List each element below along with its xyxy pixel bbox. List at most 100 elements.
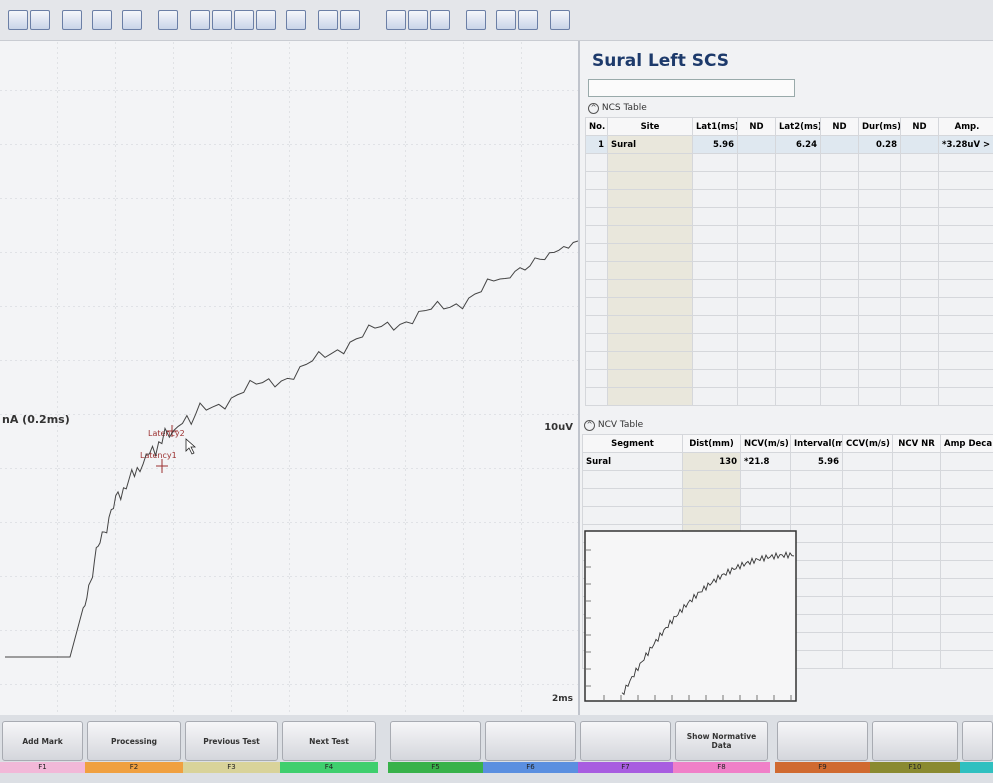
table-cell (585, 333, 608, 352)
toolbar-icon[interactable] (518, 10, 538, 30)
toolbar-icon[interactable] (286, 10, 306, 30)
table-cell (737, 351, 776, 370)
toolbar-icon[interactable] (386, 10, 406, 30)
table-cell (820, 243, 859, 262)
table-cell: 130 (682, 452, 741, 471)
table-cell (607, 297, 693, 316)
table-cell: Sural (607, 135, 693, 154)
table-cell (790, 524, 843, 543)
scale-label: nA (0.2ms) (2, 413, 70, 426)
table-cell (607, 225, 693, 244)
empty-row (585, 243, 993, 262)
table-row[interactable]: 1 Sural 5.96 6.24 0.28 *3.28uV > (585, 135, 993, 154)
table-cell (820, 225, 859, 244)
ncv-section-header[interactable]: ^ NCV Table (584, 420, 643, 431)
table-cell (692, 279, 738, 298)
table-cell (820, 387, 859, 406)
toolbar-icon[interactable] (408, 10, 428, 30)
function-button[interactable]: Previous Test (185, 721, 278, 761)
table-cell (858, 153, 901, 172)
table-cell (820, 171, 859, 190)
table-cell (858, 315, 901, 334)
table-cell (737, 387, 776, 406)
table-row[interactable]: Sural 130 *21.8 5.96 (582, 452, 993, 471)
empty-row (585, 171, 993, 190)
toolbar-icon[interactable] (496, 10, 516, 30)
function-button[interactable]: Next Test (282, 721, 376, 761)
toolbar-icon[interactable] (234, 10, 254, 30)
empty-row (585, 333, 993, 352)
table-cell: 1 (585, 135, 608, 154)
table-cell (892, 560, 941, 579)
function-button[interactable]: Add Mark (2, 721, 83, 761)
section-title: NCV Table (597, 420, 644, 430)
function-key-label: F9 (775, 762, 870, 773)
table-cell (607, 243, 693, 262)
table-cell: *21.8 (740, 452, 791, 471)
toolbar-icon[interactable] (122, 10, 142, 30)
table-cell (692, 153, 738, 172)
table-cell (938, 387, 993, 406)
ncs-section-header[interactable]: ^ NCS Table (588, 103, 647, 114)
toolbar-icon[interactable] (158, 10, 178, 30)
table-cell (775, 171, 821, 190)
table-cell (692, 171, 738, 190)
toolbar-icon[interactable] (256, 10, 276, 30)
collapse-toggle[interactable]: ^ (588, 103, 599, 114)
toolbar-icon[interactable] (62, 10, 82, 30)
table-cell (585, 369, 608, 388)
table-cell (790, 578, 843, 597)
table-cell (775, 297, 821, 316)
table-cell (892, 596, 941, 615)
toolbar-icon[interactable] (92, 10, 112, 30)
table-cell (842, 596, 893, 615)
table-cell (842, 506, 893, 525)
table-cell (820, 351, 859, 370)
table-cell (900, 387, 939, 406)
mouse-cursor (185, 438, 197, 455)
table-cell (607, 333, 693, 352)
column-header: Lat2(ms) (775, 117, 821, 136)
function-button[interactable] (777, 721, 868, 761)
column-header: CCV(m/s) (842, 434, 893, 453)
table-cell (737, 297, 776, 316)
function-button[interactable]: Processing (87, 721, 181, 761)
table-cell (938, 297, 993, 316)
toolbar-icon[interactable] (466, 10, 486, 30)
function-button[interactable] (872, 721, 958, 761)
function-button[interactable]: Show Normative Data (675, 721, 768, 761)
toolbar-icon[interactable] (8, 10, 28, 30)
function-key-label: F7 (578, 762, 673, 773)
grid (0, 41, 578, 715)
toolbar-icon[interactable] (550, 10, 570, 30)
table-cell (775, 243, 821, 262)
table-cell (775, 369, 821, 388)
collapse-toggle[interactable]: ^ (584, 420, 595, 431)
function-button[interactable] (962, 721, 993, 761)
comment-field[interactable] (588, 79, 795, 97)
toolbar-icon[interactable] (30, 10, 50, 30)
empty-row (585, 297, 993, 316)
toolbar-icon[interactable] (340, 10, 360, 30)
toolbar-icon[interactable] (430, 10, 450, 30)
section-title: NCS Table (601, 103, 647, 113)
table-cell (938, 261, 993, 280)
function-button[interactable] (485, 721, 576, 761)
table-cell (692, 189, 738, 208)
function-button[interactable] (390, 721, 481, 761)
table-cell (892, 614, 941, 633)
table-cell (892, 542, 941, 561)
table-cell (842, 470, 893, 489)
table-cell (682, 470, 741, 489)
toolbar-icon[interactable] (212, 10, 232, 30)
table-cell (842, 542, 893, 561)
table-cell (842, 524, 893, 543)
table-cell (585, 243, 608, 262)
table-cell (607, 207, 693, 226)
toolbar-icon[interactable] (318, 10, 338, 30)
table-cell (820, 261, 859, 280)
table-cell (585, 171, 608, 190)
function-button[interactable] (580, 721, 671, 761)
toolbar-icon[interactable] (190, 10, 210, 30)
table-cell (940, 506, 993, 525)
